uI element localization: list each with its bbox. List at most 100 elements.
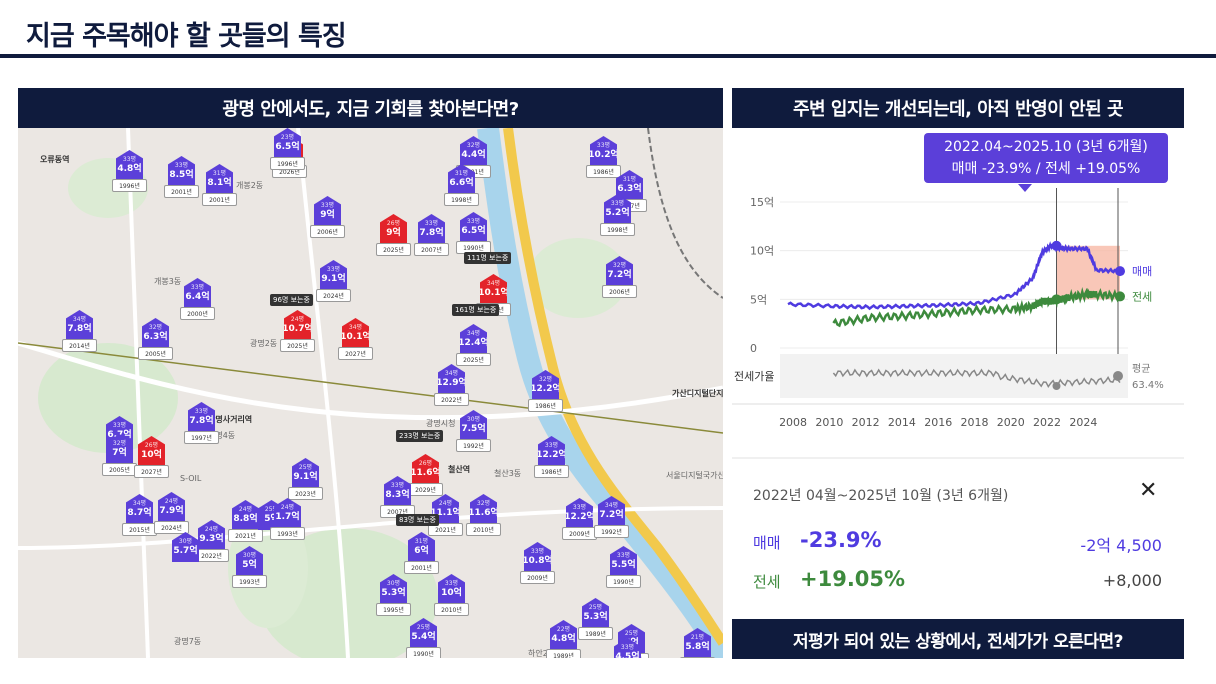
marker-year: 2027년 xyxy=(338,347,373,360)
marker-pin: 24평 9.3억 xyxy=(198,520,225,550)
marker-size: 33평 xyxy=(174,162,189,169)
price-marker[interactable]: 24평 9.3억 2022년 xyxy=(194,520,229,562)
jeonse-label: 전세 xyxy=(753,573,781,591)
y-tick-label: 15억 xyxy=(750,196,774,209)
price-marker[interactable]: 23평 6.5억 1996년 xyxy=(270,128,305,170)
price-marker[interactable]: 31평 6.6억 1998년 xyxy=(444,164,479,206)
price-marker[interactable]: 25평 5.4억 1990년 xyxy=(406,618,441,658)
price-marker[interactable]: 24평 10.7억 2025년 xyxy=(280,310,315,352)
price-marker[interactable]: 33평 6.4억 2000년 xyxy=(180,278,215,320)
price-marker[interactable]: 26평 10억 2027년 xyxy=(134,436,169,478)
price-marker[interactable]: 32평 11.6억 2010년 xyxy=(466,494,501,536)
price-marker[interactable]: 25평 9.1억 2023년 xyxy=(288,458,323,500)
marker-price: 9.1억 xyxy=(293,472,318,482)
marker-pin: 34평 10.1억 xyxy=(342,318,369,348)
marker-year: 2009년 xyxy=(562,527,597,540)
price-marker[interactable]: 30평 7.5억 1992년 xyxy=(456,410,491,452)
marker-year: 1993년 xyxy=(270,527,305,540)
marker-size: 31평 xyxy=(212,170,227,177)
price-marker[interactable]: 33평 5.2억 1998년 xyxy=(600,194,635,236)
marker-price: 4.8억 xyxy=(117,164,142,174)
price-marker[interactable]: 34평 8.7억 2015년 xyxy=(122,494,157,536)
price-marker[interactable]: 31평 6억 2001년 xyxy=(404,532,439,574)
price-marker[interactable]: 34평 7.2억 1992년 xyxy=(594,496,629,538)
price-marker[interactable]: 33평 5.5억 1990년 xyxy=(606,546,641,588)
marker-pin: 26평 11.6억 xyxy=(412,454,439,484)
price-marker[interactable]: 33평 8.3억 2007년 xyxy=(380,476,415,518)
marker-year: 2025년 xyxy=(280,339,315,352)
price-marker[interactable]: 32평 7억 2005년 xyxy=(102,434,137,476)
marker-year: 2024년 xyxy=(316,289,351,302)
price-marker[interactable]: 25평 5.3억 1989년 xyxy=(578,598,613,640)
marker-size: 24평 xyxy=(280,504,295,511)
price-marker[interactable]: 34평 7.8억 2014년 xyxy=(62,310,97,352)
marker-pin: 24평 10.7억 xyxy=(284,310,311,340)
y-tick-label: 0 xyxy=(750,342,757,355)
price-marker[interactable]: 26평 11.6억 2029년 xyxy=(408,454,443,496)
close-icon[interactable]: ✕ xyxy=(1139,478,1158,503)
price-marker[interactable]: 33평 9.1억 2024년 xyxy=(316,260,351,302)
price-marker[interactable]: 33평 7.8억 2007년 xyxy=(414,214,449,256)
jeonse-end-point xyxy=(1115,291,1125,302)
marker-size: 34평 xyxy=(486,280,501,287)
marker-price: 10.2억 xyxy=(588,150,619,160)
map-background xyxy=(18,128,723,658)
marker-pin: 33평 7.8억 xyxy=(188,402,215,432)
price-marker[interactable]: 33평 6.5억 1990년 xyxy=(456,212,491,254)
map-place-label: S-OIL xyxy=(180,474,202,483)
price-marker[interactable]: 32평 7.2억 2006년 xyxy=(602,256,637,298)
price-marker[interactable]: 24평 11.1억 2021년 xyxy=(428,494,463,536)
marker-price: 1.7억 xyxy=(275,512,300,522)
price-marker[interactable]: 33평 9억 2006년 xyxy=(310,196,345,238)
price-marker[interactable]: 34평 12.4억 2025년 xyxy=(456,324,491,366)
price-marker[interactable]: 33평 10.8억 2009년 xyxy=(520,542,555,584)
marker-year: 1992년 xyxy=(594,525,629,538)
price-marker[interactable]: 33평 8.5억 2001년 xyxy=(164,156,199,198)
marker-size: 33평 xyxy=(444,580,459,587)
price-marker[interactable]: 24평 8.8억 2021년 xyxy=(228,500,263,542)
price-marker[interactable]: 33평 10.2억 1986년 xyxy=(586,136,621,178)
price-marker[interactable]: 32평 6.3억 2005년 xyxy=(138,318,173,360)
price-marker[interactable]: 34평 10.1억 2027년 xyxy=(338,318,373,360)
price-marker[interactable]: 33평 12.2억 2009년 xyxy=(562,498,597,540)
marker-pin: 34평 12.4억 xyxy=(460,324,487,354)
viewer-count-tag: 83명 보는중 xyxy=(396,514,439,526)
price-marker[interactable]: 22평 4.8억 1989년 xyxy=(546,620,581,658)
price-marker[interactable]: 24평 7.9억 2024년 xyxy=(154,492,189,534)
marker-size: 32평 xyxy=(612,262,627,269)
price-marker[interactable]: 34평 12.9억 2022년 xyxy=(434,364,469,406)
price-marker[interactable]: 30평 5억 1993년 xyxy=(232,546,267,588)
map-view[interactable]: 오류동역 개봉3동 개봉2동 광명2동 광명4동 광명사거리역 철산역 철산3동 가산디지털단지… xyxy=(18,128,723,658)
marker-size: 34평 xyxy=(444,370,459,377)
marker-price: 7억 xyxy=(112,448,127,458)
summary-range: 2022년 04월~2025년 10월 (3년 6개월) xyxy=(753,488,1009,504)
price-marker[interactable]: 24평 1.7억 1993년 xyxy=(270,498,305,540)
price-marker[interactable]: 26평 9억 2025년 xyxy=(376,214,411,256)
price-marker[interactable]: 33평 7.8억 1997년 xyxy=(184,402,219,444)
price-marker[interactable]: 33평 4.8억 1996년 xyxy=(112,150,147,192)
marker-size: 31평 xyxy=(454,170,469,177)
marker-price: 10.1억 xyxy=(478,288,509,298)
price-marker[interactable]: 31평 8.1억 2001년 xyxy=(202,164,237,206)
marker-year: 1990년 xyxy=(406,647,441,658)
marker-size: 25평 xyxy=(264,506,279,513)
marker-price: 5.7억 xyxy=(173,546,198,556)
tooltip-pointer xyxy=(1018,184,1032,192)
marker-year: 2025년 xyxy=(376,243,411,256)
price-marker[interactable]: 32평 12.2억 1986년 xyxy=(528,370,563,412)
marker-size: 30평 xyxy=(242,552,257,559)
marker-price: 5.8억 xyxy=(685,642,710,652)
marker-size: 31평 xyxy=(414,538,429,545)
price-marker[interactable]: 30평 5.7억 xyxy=(172,532,199,574)
marker-size: 34평 xyxy=(132,500,147,507)
price-marker[interactable]: 30평 5.3억 1995년 xyxy=(376,574,411,616)
x-tick-label: 2016 xyxy=(924,416,952,429)
price-marker[interactable]: 33평 12.2억 1986년 xyxy=(534,436,569,478)
marker-price: 11.1억 xyxy=(430,508,461,518)
marker-pin: 33평 10.8억 xyxy=(524,542,551,572)
price-marker[interactable]: 33평 10억 2010년 xyxy=(434,574,469,616)
marker-price: 5.3억 xyxy=(381,588,406,598)
marker-price: 6억 xyxy=(414,546,429,556)
